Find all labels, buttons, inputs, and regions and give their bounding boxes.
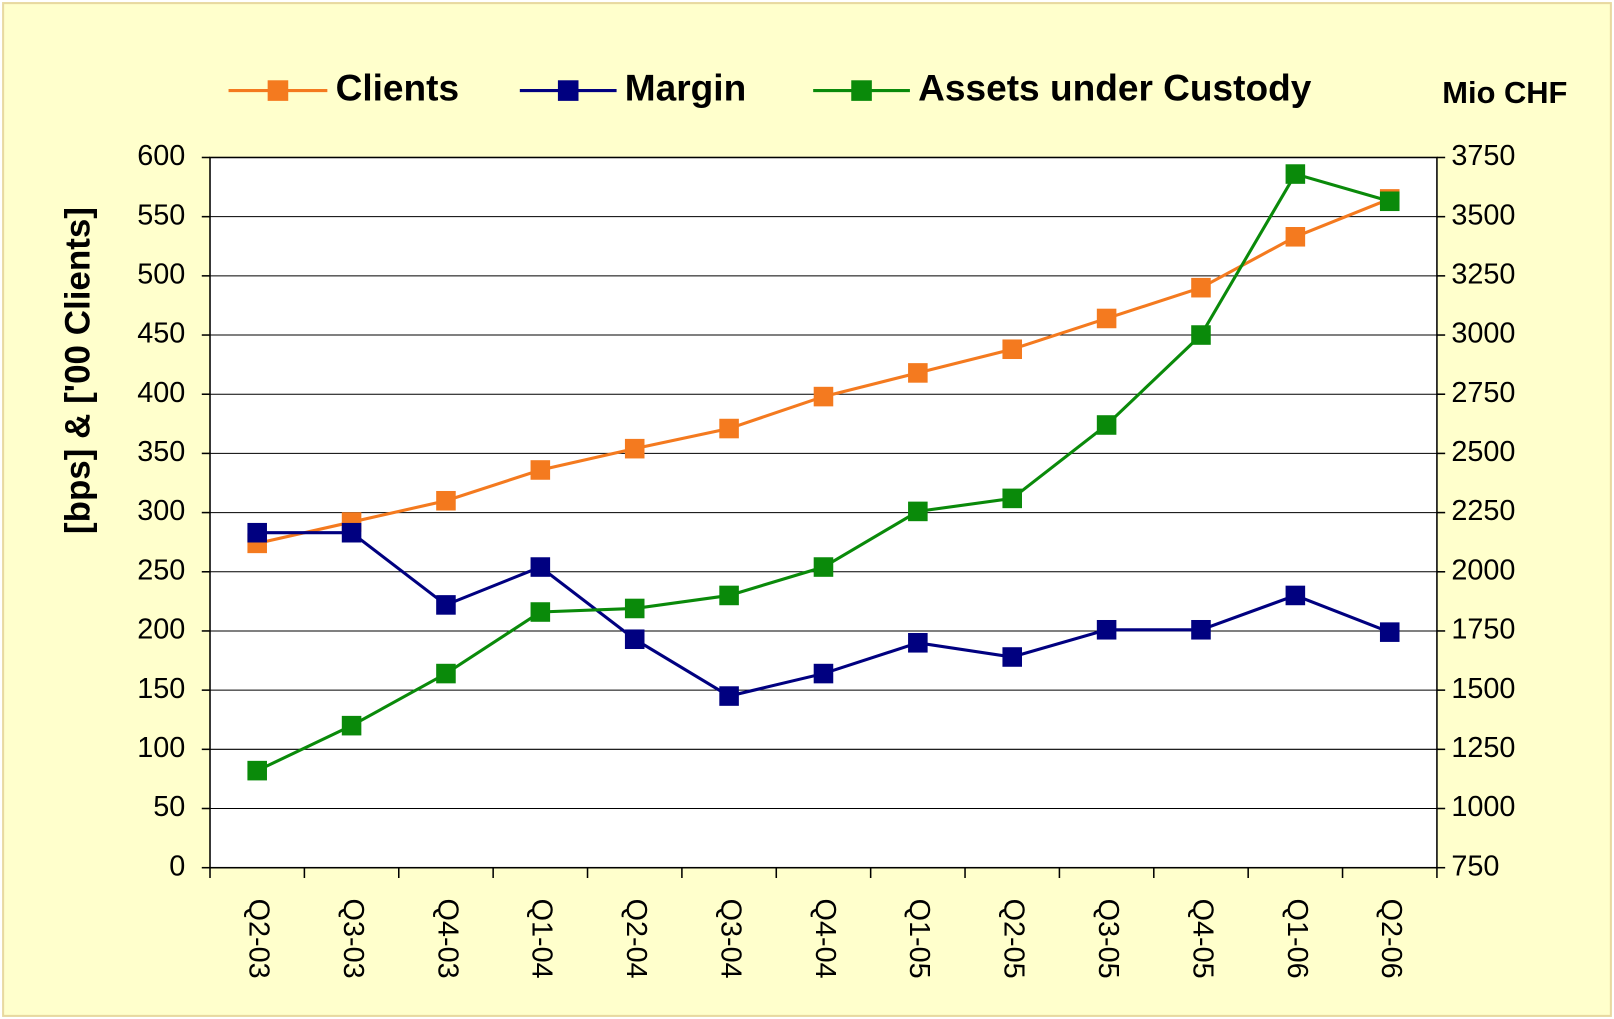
legend-marker [267,80,289,101]
marker [1191,277,1211,298]
marker [908,501,928,522]
y-axis-label: [bps] & ['00 Clients] [59,207,98,534]
legend-marker [557,80,579,101]
marker [719,585,739,606]
y-tick-label: 150 [137,673,185,705]
marker [624,629,645,650]
marker [1285,227,1306,247]
marker [530,602,551,622]
marker [813,386,834,407]
x-tick-label: Q2-06 [1375,899,1407,979]
y-tick-label: 200 [137,614,185,646]
marker [247,522,267,543]
y2-axis-label: Mio CHF [1442,75,1567,110]
x-tick-label: Q1-05 [903,899,935,979]
y2-tick-label: 3750 [1451,140,1515,172]
legend-label: Assets under Custody [918,66,1312,108]
y-tick-label: 450 [137,318,185,350]
x-tick-label: Q3-05 [1092,899,1124,979]
legend-label: Margin [625,66,746,108]
marker [1096,619,1117,640]
marker [1285,585,1306,606]
marker [1191,325,1211,345]
y-tick-label: 600 [137,140,185,172]
y2-tick-label: 1000 [1451,791,1515,823]
marker [530,557,551,577]
marker [813,663,834,684]
marker [908,633,928,653]
y-tick-label: 350 [137,436,185,468]
marker [908,363,928,383]
marker [1002,488,1023,509]
marker [1379,622,1400,642]
y-tick-label: 300 [137,495,185,527]
x-tick-label: Q1-04 [526,899,558,979]
marker [624,438,645,459]
marker [436,663,456,684]
y-tick-label: 500 [137,258,185,290]
marker [1096,415,1117,435]
y2-tick-label: 3250 [1451,258,1515,290]
y2-tick-label: 1750 [1451,614,1515,646]
x-tick-label: Q3-04 [714,899,746,979]
x-tick-label: Q2-03 [243,899,275,979]
marker [1191,619,1211,640]
y2-tick-label: 3500 [1451,199,1515,231]
marker [1002,339,1023,360]
y-tick-label: 550 [137,199,185,231]
plot-border [209,156,1438,869]
y2-tick-label: 1250 [1451,732,1515,764]
y2-tick-label: 2500 [1451,436,1515,468]
marker [530,460,551,480]
x-tick-label: Q4-04 [809,899,841,979]
x-tick-label: Q4-05 [1186,899,1218,979]
x-tick-label: Q1-06 [1281,899,1313,979]
y-tick-label: 100 [137,732,185,764]
marker [719,686,739,706]
marker [1379,191,1400,212]
legend-label: Clients [336,66,460,108]
marker [341,715,362,736]
y2-tick-label: 3000 [1451,318,1515,350]
legend-marker [851,80,872,101]
y2-tick-label: 750 [1451,850,1499,882]
y-tick-label: 50 [153,791,185,823]
y-tick-label: 250 [137,554,185,586]
x-tick-label: Q4-03 [431,899,463,979]
y-tick-label: 400 [137,377,185,409]
marker [341,522,362,543]
marker [1002,647,1023,667]
marker [813,557,834,577]
marker [1285,164,1306,184]
y2-tick-label: 1500 [1451,673,1515,705]
y2-tick-label: 2000 [1451,554,1515,586]
y2-tick-label: 2750 [1451,377,1515,409]
marker [247,760,267,781]
marker [436,490,456,511]
x-tick-label: Q3-03 [337,899,369,979]
x-tick-label: Q2-05 [998,899,1030,979]
y-tick-label: 0 [169,850,185,882]
marker [1096,308,1117,329]
marker [436,595,456,615]
marker [624,598,645,619]
marker [719,418,739,439]
x-tick-label: Q2-04 [620,899,652,979]
y2-tick-label: 2250 [1451,495,1515,527]
